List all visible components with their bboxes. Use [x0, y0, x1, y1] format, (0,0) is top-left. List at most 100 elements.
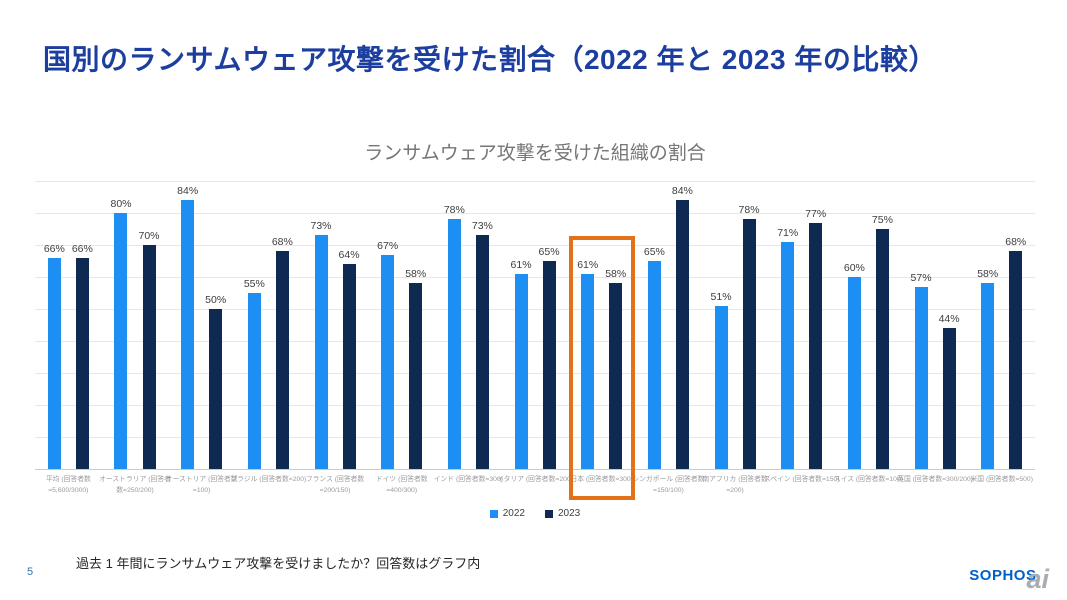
bar-value-label: 64%: [338, 249, 360, 262]
bar-value-label: 84%: [177, 185, 199, 198]
bar-value-label: 77%: [805, 207, 827, 220]
bar-pair: 61% 58%: [577, 259, 626, 469]
legend-item-2023: 2023: [545, 508, 580, 519]
bar-column: 67%: [377, 240, 398, 469]
bar-column: 58%: [605, 268, 626, 469]
sophos-wordmark: SOPHOS: [969, 567, 1037, 584]
bar-2023: [609, 283, 623, 469]
ai-watermark: ai: [1026, 564, 1049, 594]
bar-2022: [647, 261, 661, 469]
bar-pair: 65% 84%: [644, 185, 693, 469]
bar-value-label: 50%: [205, 294, 227, 306]
x-axis-label: 平均 (回答者数=5,600/3000): [45, 476, 91, 494]
bar-2022: [847, 277, 861, 469]
bar-column: 50%: [205, 294, 226, 469]
x-axis-label: スイス (回答者数=100): [833, 476, 903, 483]
bar-value-label: 61%: [577, 258, 599, 271]
bar-pair: 80% 70%: [110, 198, 160, 469]
bar-2023: [275, 251, 289, 469]
bar-2022: [114, 213, 128, 469]
bar-value-label: 57%: [910, 271, 932, 284]
x-axis-label: 南アフリカ (回答者数=200): [702, 476, 768, 494]
bar-2023: [542, 261, 556, 469]
gridline-40: [35, 341, 1035, 342]
bar-value-label: 67%: [377, 239, 399, 252]
bar-2022: [247, 293, 261, 469]
legend-swatch-2022: [489, 509, 498, 518]
bar-group: 73% 64% フランス (回答者数=200/150): [302, 169, 369, 493]
bar-pair: 57% 44%: [911, 272, 960, 469]
bar-column: 84%: [672, 185, 693, 469]
bar-value-label: 58%: [977, 268, 999, 281]
x-axis-label: ドイツ (回答者数=400/300): [375, 476, 428, 494]
bar-group: 67% 58% ドイツ (回答者数=400/300): [368, 169, 435, 494]
x-axis-label: 日本 (回答者数=300): [570, 476, 633, 483]
bar-column: 55%: [244, 278, 265, 469]
gridline-70: [35, 245, 1035, 246]
bar-column: 60%: [844, 262, 865, 469]
legend-label: 2022: [502, 508, 525, 519]
bar-2023: [475, 235, 489, 469]
bar-groups: 66% 66% 平均 (回答者数=5,600/3000) 80% 70% オーストラリア …: [35, 169, 1035, 494]
bar-group: 71% 77% スペイン (回答者数=150): [764, 169, 840, 483]
bar-value-label: 75%: [871, 214, 893, 226]
bar-pair: 78% 73%: [444, 204, 493, 469]
bar-value-label: 58%: [405, 268, 427, 281]
bar-column: 51%: [711, 291, 732, 469]
bar-2022: [581, 273, 595, 469]
gridline-30: [35, 373, 1035, 374]
bar-value-label: 68%: [271, 236, 293, 249]
bar-column: 73%: [472, 220, 493, 469]
bar-column: 44%: [939, 313, 960, 469]
x-axis-label: ブラジル (回答者数=200): [230, 476, 307, 483]
bar-column: 66%: [72, 243, 93, 469]
bar-pair: 71% 77%: [777, 208, 826, 469]
slide-title: 国別のランサムウェア攻撃を受けた割合（2022 年と 2023 年の比較）: [43, 44, 937, 75]
bar-column: 58%: [977, 268, 998, 469]
x-axis-label: インド (回答者数=300): [433, 476, 504, 483]
bar-column: 78%: [739, 204, 760, 469]
bar-value-label: 73%: [471, 220, 493, 233]
gridline-20: [35, 405, 1035, 406]
bar-2023: [809, 222, 823, 469]
bar-column: 71%: [777, 227, 798, 469]
bar-value-label: 65%: [538, 246, 560, 258]
bar-column: 61%: [511, 259, 532, 469]
gridline-50: [35, 309, 1035, 310]
bar-group: 61% 58% 日本 (回答者数=300): [568, 169, 635, 483]
bar-2023: [675, 200, 689, 469]
bar-value-label: 66%: [71, 242, 93, 255]
bar-column: 78%: [444, 204, 465, 469]
bar-value-label: 58%: [605, 268, 627, 281]
bar-value-label: 51%: [710, 290, 732, 303]
bar-value-label: 70%: [138, 230, 160, 242]
bar-value-label: 80%: [110, 198, 132, 210]
bar-2023: [1009, 251, 1023, 469]
x-axis-label: 英国 (回答者数=300/200): [897, 476, 973, 483]
bar-group: 61% 65% イタリア (回答者数=200): [497, 169, 573, 483]
bar-group: 55% 68% ブラジル (回答者数=200): [230, 169, 306, 483]
x-axis-label: オーストリア (回答者数=100): [165, 476, 238, 494]
bar-value-label: 68%: [1005, 236, 1027, 249]
bar-value-label: 73%: [310, 220, 332, 233]
bar-group: 51% 78% 南アフリカ (回答者数=200): [702, 169, 769, 493]
legend: 2022 2023: [35, 508, 1035, 519]
gridline-80: [35, 213, 1035, 214]
bar-value-label: 60%: [843, 262, 865, 274]
bar-pair: 61% 65%: [511, 246, 560, 469]
x-axis-label: 米国 (回答者数=500): [970, 476, 1033, 483]
gridline-90: [35, 181, 1035, 182]
bar-column: 77%: [805, 208, 826, 469]
bar-2022: [714, 305, 728, 469]
bar-2023: [142, 245, 156, 469]
bar-column: 65%: [644, 246, 665, 469]
bar-pair: 84% 50%: [177, 185, 226, 469]
bar-2022: [781, 241, 795, 469]
page-number: 5: [27, 566, 34, 578]
bar-2022: [447, 219, 461, 469]
x-axis-label: オーストラリア (回答者数=250/200): [99, 476, 171, 494]
bar-value-label: 71%: [777, 226, 799, 239]
bar-column: 66%: [44, 243, 65, 469]
bar-pair: 55% 68%: [244, 236, 293, 469]
